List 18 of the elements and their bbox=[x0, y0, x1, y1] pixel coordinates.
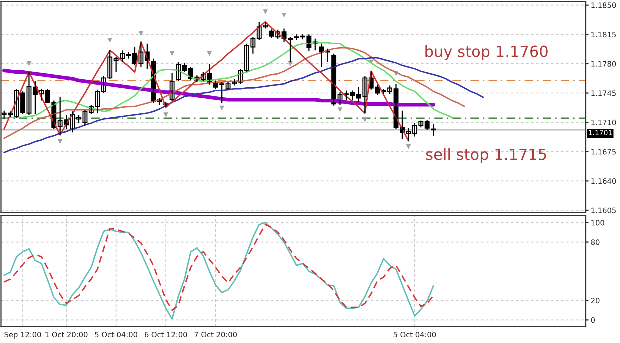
point bbox=[164, 112, 168, 118]
point bbox=[263, 10, 268, 14]
point bbox=[58, 139, 63, 144]
point bbox=[282, 12, 287, 18]
point bbox=[406, 144, 412, 150]
point bbox=[138, 31, 144, 36]
point bbox=[207, 52, 212, 56]
point bbox=[26, 62, 32, 66]
point bbox=[108, 38, 113, 43]
point bbox=[220, 106, 224, 111]
line-series bbox=[2, 68, 436, 107]
point bbox=[338, 108, 343, 112]
point bbox=[170, 52, 175, 56]
point bbox=[288, 62, 293, 66]
line-series bbox=[4, 21, 410, 142]
ref-line-label: sell stop 1.1715 bbox=[426, 148, 546, 164]
ref-line-label: buy stop 1.1760 bbox=[426, 46, 548, 60]
point bbox=[362, 118, 368, 122]
